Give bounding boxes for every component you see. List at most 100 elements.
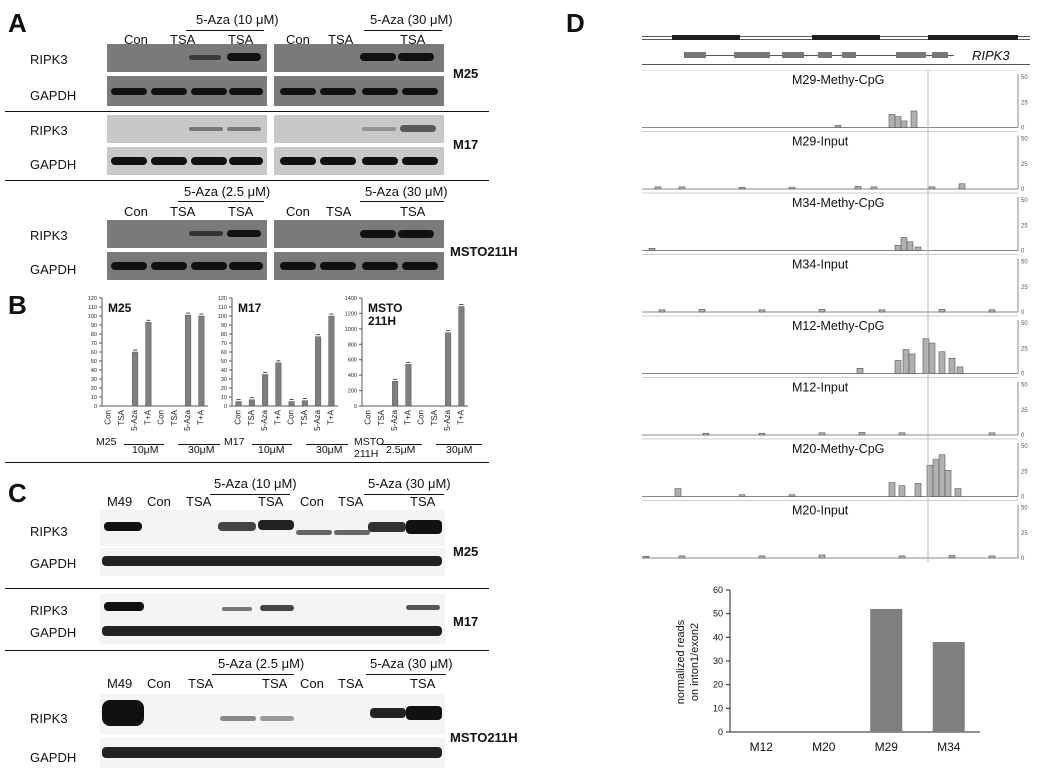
- track-peak: [758, 309, 766, 313]
- track-peak: [938, 351, 946, 374]
- b-bar: [405, 364, 412, 407]
- b-x-tick-label: Con: [157, 410, 166, 425]
- b-y-tick-label: 1000: [345, 327, 357, 333]
- b-chart-title: 211H: [368, 314, 396, 328]
- c-label-tsa-3: TSA: [338, 494, 364, 509]
- c-label-aza30-2: 5-Aza (30 μM): [370, 656, 453, 671]
- track-scale-label: 0: [1021, 495, 1025, 501]
- panel-d-barchart: 0 10 20 30 40 50 60 M12 M20 M29 M34 normalized read…: [675, 585, 980, 754]
- c-label-aza10: 5-Aza (10 μM): [214, 476, 297, 491]
- c-label-con-4: Con: [300, 676, 324, 691]
- b-underline-m17-30: [306, 444, 348, 445]
- panel-d-tracks: M29-Methy-CpG 50 25 0 M29-Input 50 25 0 M34-Meth…: [642, 70, 1028, 562]
- c-label-tsa-4: TSA: [410, 494, 436, 509]
- b-bar: [392, 381, 399, 407]
- track-peak: [914, 246, 922, 251]
- track-label: M29-Input: [792, 135, 849, 149]
- b-x-tick-label: 5-Aza: [183, 409, 192, 430]
- b-bar: [198, 315, 205, 407]
- b-x-tick-label: TSA: [430, 409, 439, 425]
- track-peak: [888, 482, 896, 497]
- b-x-tick-label: 5-Aza: [390, 409, 399, 430]
- a-label-con-4: Con: [286, 204, 310, 219]
- b-y-tick-label: 0: [354, 404, 357, 410]
- b-x-tick-label: T+A: [196, 409, 205, 425]
- track-scale-label: 50: [1021, 260, 1028, 266]
- track-scale-label: 0: [1021, 249, 1025, 255]
- track-peak: [878, 309, 886, 313]
- b-bar: [445, 332, 452, 407]
- b-x-tick-label: TSA: [247, 409, 256, 425]
- track-peak: [944, 470, 952, 497]
- track-peak: [642, 555, 650, 559]
- track-peak: [834, 125, 842, 128]
- track-peak: [648, 248, 656, 251]
- track-peak: [988, 432, 996, 436]
- c-msto-gapdh-label: GAPDH: [30, 750, 77, 765]
- b-bar: [288, 401, 295, 407]
- track-peak: [938, 309, 946, 313]
- b-y-tick-label: 1200: [345, 311, 357, 317]
- track-scale-label: 0: [1021, 187, 1025, 193]
- a-m17-gapdh-blot-right: [274, 147, 444, 175]
- b-y-tick-label: 20: [221, 386, 227, 392]
- track-scale-label: 50: [1021, 75, 1028, 81]
- b-dose-m17-30: 30μM: [316, 444, 343, 456]
- b-y-tick-label: 50: [91, 359, 97, 365]
- b-bar: [185, 314, 192, 407]
- c-m25-gapdh-label: GAPDH: [30, 556, 77, 571]
- track-peak: [758, 555, 766, 559]
- track-label: M34-Input: [792, 258, 849, 272]
- c-msto-ripk3-label: RIPK3: [30, 711, 68, 726]
- c-m25-gapdh-blot: [100, 548, 445, 576]
- b-bar: [301, 400, 308, 407]
- track-scale-label: 0: [1021, 310, 1025, 316]
- c-underline-aza30: [364, 494, 444, 495]
- a-label-con-3: Con: [124, 204, 148, 219]
- track-peak: [900, 120, 908, 128]
- b-dose-msto-25: 2.5μM: [386, 444, 416, 456]
- d-y-tick-label: 60: [713, 585, 723, 595]
- track-peak: [674, 488, 682, 497]
- track-peak: [702, 432, 710, 436]
- track-peak: [678, 186, 686, 190]
- track-peak: [898, 485, 906, 497]
- b-bar: [328, 315, 335, 407]
- c-label-tsa-1: TSA: [186, 494, 212, 509]
- a-m25-cell-label: M25: [453, 66, 479, 81]
- b-y-tick-label: 800: [348, 342, 357, 348]
- c-label-aza25: 5-Aza (2.5 μM): [218, 656, 305, 671]
- b-y-tick-label: 1400: [345, 296, 357, 302]
- b-bar: [145, 322, 152, 407]
- b-y-tick-label: 50: [221, 359, 227, 365]
- c-label-con-1: Con: [147, 494, 171, 509]
- track-scale-label: 50: [1021, 383, 1028, 389]
- b-cell-msto-b: 211H: [354, 448, 379, 460]
- c-label-m49: M49: [107, 494, 133, 509]
- track-peak: [988, 309, 996, 313]
- d-y-axis-label: on inton1/exon2: [689, 623, 701, 701]
- c-msto-cell-label: MSTO211H: [450, 730, 518, 745]
- a-divider-1: [5, 111, 489, 112]
- a-underline-aza30-2: [360, 201, 444, 202]
- b-bar: [262, 374, 269, 407]
- d-x-tick-label: M29: [875, 740, 899, 754]
- track-peak: [870, 186, 878, 190]
- b-y-tick-label: 60: [91, 350, 97, 356]
- b-y-tick-label: 0: [224, 404, 227, 410]
- b-chart-title: M17: [238, 301, 262, 315]
- d-y-tick-label: 30: [713, 656, 723, 666]
- a-m17-cell-label: M17: [453, 137, 479, 152]
- b-x-tick-label: Con: [234, 410, 243, 425]
- a-label-tsa-4: TSA: [400, 32, 426, 47]
- track-scale-label: 50: [1021, 321, 1028, 327]
- b-underline-msto-25: [382, 444, 422, 445]
- track-peak: [818, 432, 826, 436]
- track-peak: [914, 483, 922, 497]
- track-scale-label: 50: [1021, 137, 1028, 143]
- a-msto-ripk3-label: RIPK3: [30, 228, 68, 243]
- a-underline-aza30: [364, 30, 442, 31]
- track-scale-label: 0: [1021, 372, 1025, 378]
- b-bar: [458, 306, 465, 407]
- b-x-tick-label: 5-Aza: [260, 409, 269, 430]
